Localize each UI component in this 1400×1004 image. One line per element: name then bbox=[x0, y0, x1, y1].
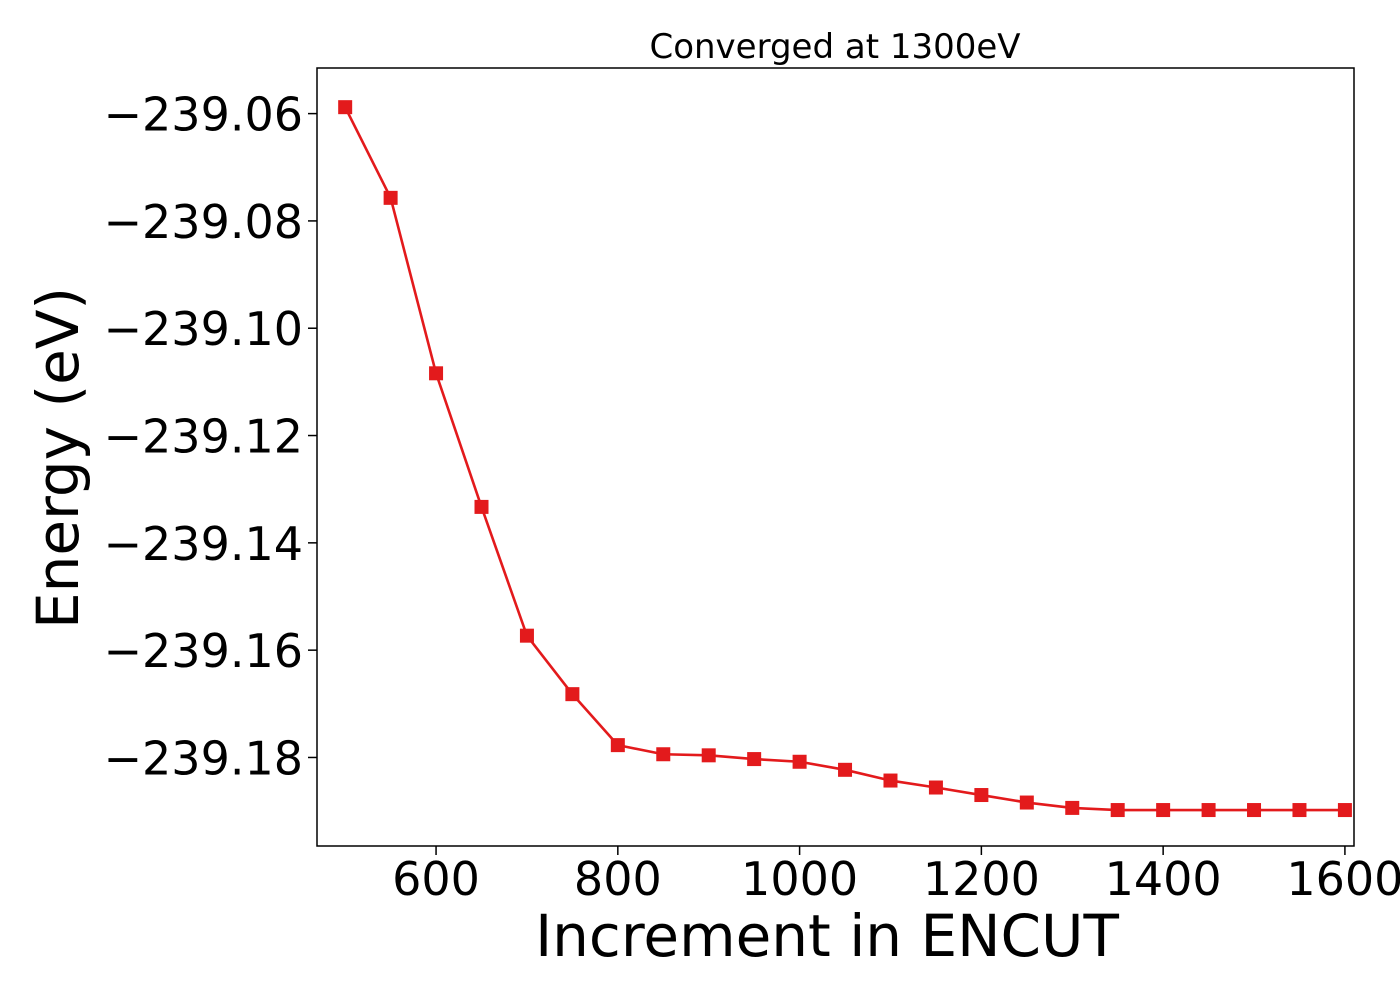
x-tick-label: 1600 bbox=[1286, 852, 1400, 906]
data-point-marker bbox=[974, 788, 989, 803]
data-point-marker bbox=[429, 366, 444, 381]
data-point-marker bbox=[701, 748, 716, 763]
data-point-marker bbox=[656, 747, 671, 762]
y-tick-label: −239.06 bbox=[104, 88, 304, 142]
y-tick-label: −239.14 bbox=[104, 517, 304, 571]
data-point-marker bbox=[1201, 803, 1216, 818]
y-tick-label: −239.12 bbox=[104, 410, 304, 464]
data-point-marker bbox=[747, 752, 762, 767]
data-point-marker bbox=[838, 762, 853, 777]
data-point-marker bbox=[565, 687, 580, 702]
y-tick-label: −239.10 bbox=[104, 302, 304, 356]
data-point-marker bbox=[1247, 803, 1262, 818]
data-point-marker bbox=[1019, 795, 1034, 810]
data-point-marker bbox=[1065, 800, 1080, 815]
x-tick-label: 1200 bbox=[923, 852, 1040, 906]
y-tick-label: −239.18 bbox=[104, 731, 304, 785]
data-point-marker bbox=[610, 738, 625, 753]
x-axis-label: Increment in ENCUT bbox=[535, 902, 1119, 970]
series-line bbox=[344, 106, 1345, 812]
plot-area-frame bbox=[316, 67, 1355, 847]
x-tick-label: 1400 bbox=[1105, 852, 1222, 906]
data-point-marker bbox=[1110, 803, 1125, 818]
data-point-marker bbox=[883, 773, 898, 788]
y-axis-label: Energy (eV) bbox=[24, 287, 92, 629]
x-tick-label: 600 bbox=[392, 852, 480, 906]
data-point-marker bbox=[792, 754, 807, 769]
y-axis: −239.06 −239.08 −239.10 −239.12 −239.14 −239.… bbox=[104, 88, 317, 785]
data-point-marker bbox=[383, 190, 398, 205]
chart-title: Converged at 1300eV bbox=[649, 27, 1020, 67]
data-point-marker bbox=[1156, 803, 1171, 818]
y-tick-label: −239.16 bbox=[104, 624, 304, 678]
data-point-marker bbox=[1292, 803, 1307, 818]
x-tick-label: 800 bbox=[574, 852, 662, 906]
data-point-marker bbox=[338, 100, 353, 115]
data-point-marker bbox=[928, 780, 943, 795]
data-point-marker bbox=[1337, 803, 1352, 818]
x-tick-label: 1000 bbox=[741, 852, 858, 906]
series-layer bbox=[338, 100, 1352, 818]
data-point-marker bbox=[519, 628, 534, 643]
x-axis: 600 800 1000 1200 1400 1600 bbox=[392, 846, 1400, 906]
y-tick-label: −239.08 bbox=[104, 195, 304, 249]
data-point-marker bbox=[474, 499, 489, 514]
